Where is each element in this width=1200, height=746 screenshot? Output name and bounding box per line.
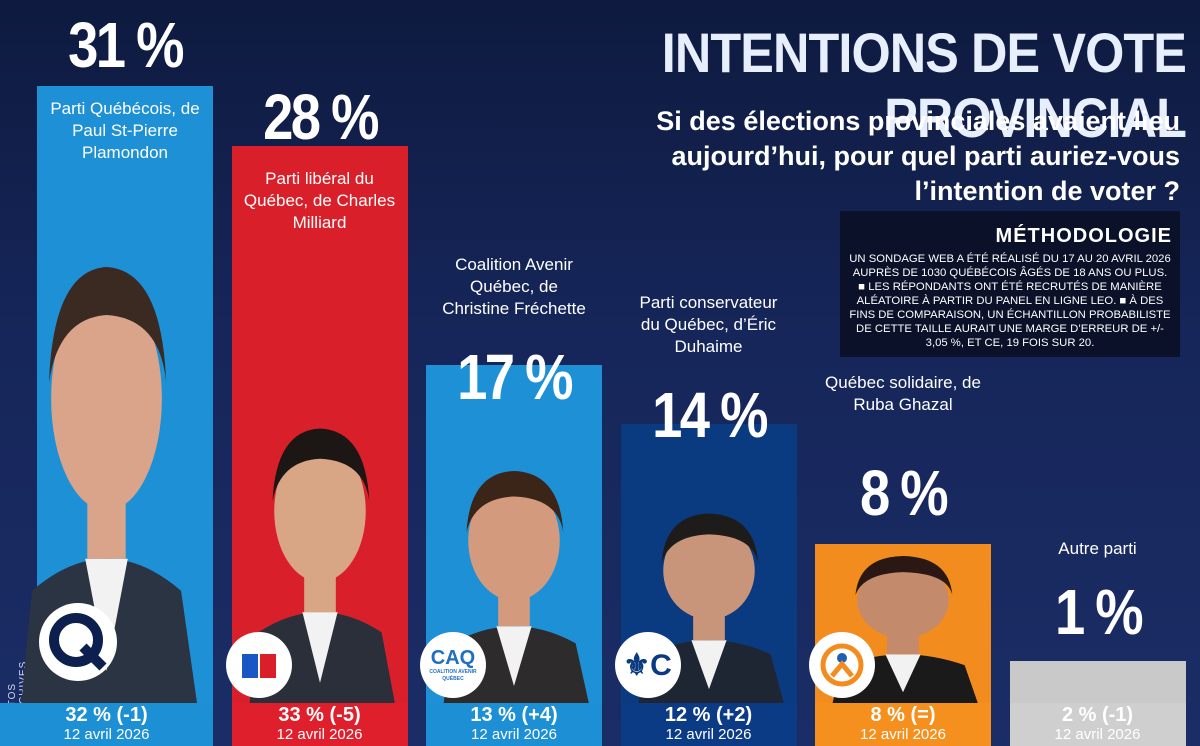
percent-label-1: 28 % (262, 81, 379, 153)
previous-date-1: 12 avril 2026 (276, 726, 363, 743)
previous-value-3: 12 % (+2) (664, 704, 753, 726)
party-logo-4 (809, 632, 875, 698)
party-logo-3: ⚜C (614, 632, 681, 698)
previous-value-4: 8 % (=) (870, 704, 936, 726)
party-logo-1 (225, 632, 292, 698)
party-name-2: Coalition Avenir Québec, de Christine Fr… (442, 255, 586, 318)
previous-date-4: 12 avril 2026 (860, 726, 946, 743)
party-name-0: Parti Québécois, de Paul St-Pierre Plamo… (50, 99, 200, 162)
previous-result-3: 12 % (+2) 12 avril 2026 (620, 703, 797, 746)
percent-label-3: 14 % (651, 379, 768, 451)
previous-result-0: 32 % (-1) 12 avril 2026 (0, 703, 213, 746)
party-name-3: Parti conservateur du Québec, d’Éric Duh… (639, 293, 778, 356)
party-logo-2: CAQ COALITION AVENIR QUÉBEC (420, 632, 486, 698)
previous-date-2: 12 avril 2026 (471, 726, 557, 743)
party-name-5: Autre parti (1058, 539, 1137, 558)
percent-label-0: 31 % (68, 9, 184, 81)
previous-date-0: 12 avril 2026 (63, 726, 150, 743)
previous-value-5: 2 % (-1) (1061, 704, 1134, 726)
percent-label-5: 1 % (1054, 576, 1143, 648)
percent-label-4: 8 % (859, 457, 949, 529)
previous-result-4: 8 % (=) 12 avril 2026 (815, 703, 991, 746)
previous-value-0: 32 % (-1) (65, 704, 148, 726)
previous-result-5: 2 % (-1) 12 avril 2026 (1009, 703, 1186, 746)
previous-date-3: 12 avril 2026 (665, 726, 752, 743)
previous-value-2: 13 % (+4) (470, 704, 558, 726)
methodology-text: Un sondage web a été réalisé du 17 au 20… (849, 253, 1171, 349)
percent-label-2: 17 % (457, 341, 573, 413)
previous-result-2: 13 % (+4) 12 avril 2026 (426, 703, 602, 746)
previous-value-1: 33 % (-5) (278, 704, 361, 726)
portrait-3 (621, 480, 797, 703)
bar-5 (1009, 661, 1186, 703)
previous-result-1: 33 % (-5) 12 avril 2026 (231, 703, 408, 746)
chart-title: INTENTIONS DE VOTE PROVINCIAL (661, 21, 1187, 149)
party-name-4: Québec solidaire, de Ruba Ghazal (825, 373, 981, 414)
methodology-box: MÉTHODOLOGIE Un sondage web a été réalis… (840, 211, 1180, 357)
survey-question: Si des élections provinciales avaient li… (656, 106, 1180, 206)
previous-date-5: 12 avril 2026 (1054, 726, 1141, 743)
party-name-1: Parti libéral du Québec, de Charles Mill… (243, 169, 396, 232)
party-logo-0 (39, 603, 117, 681)
methodology-heading: MÉTHODOLOGIE (995, 225, 1172, 247)
